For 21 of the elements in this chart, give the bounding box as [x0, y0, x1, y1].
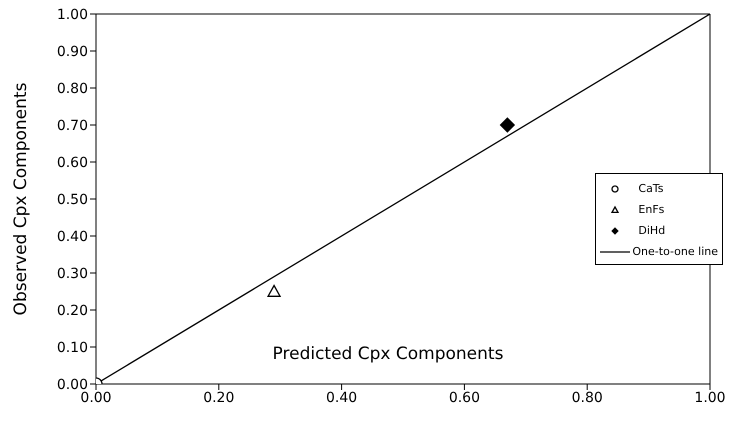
- y-tick-label: 0.80: [56, 80, 88, 97]
- x-tick-label: 0.60: [448, 390, 480, 406]
- y-tick-label: 0.60: [56, 154, 88, 171]
- y-tick-label: 0.10: [56, 340, 88, 356]
- y-tick-label: 0.90: [56, 44, 88, 60]
- legend-label: CaTs: [638, 182, 664, 195]
- x-tick-label: 0.20: [203, 390, 234, 406]
- legend-label: DiHd: [638, 224, 666, 237]
- x-tick-label: 1.00: [694, 390, 726, 406]
- y-tick-label: 0.30: [56, 266, 88, 282]
- y-tick-label: 0.20: [56, 302, 88, 319]
- legend-label: EnFs: [638, 203, 664, 216]
- y-tick-label: 1.00: [56, 6, 88, 23]
- legend-label: One-to-one line: [632, 245, 718, 258]
- y-axis-title: Observed Cpx Components: [11, 82, 32, 316]
- y-tick-label: 0.70: [56, 118, 88, 134]
- x-tick-label: 0.80: [572, 390, 603, 406]
- y-tick-label: 0.40: [56, 228, 88, 245]
- x-tick-label: 0.40: [326, 390, 358, 406]
- x-axis-title: Predicted Cpx Components: [272, 344, 504, 364]
- y-tick-label: 0.50: [56, 192, 88, 208]
